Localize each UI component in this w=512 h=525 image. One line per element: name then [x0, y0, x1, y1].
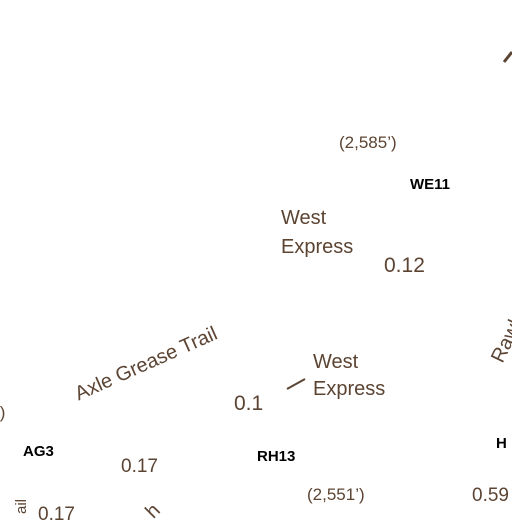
map-marks [286, 51, 512, 390]
trail-code-label: WE11 [410, 176, 451, 193]
trail-name-label: West [281, 207, 327, 229]
distance-label: 0.12 [384, 254, 425, 277]
elevation-label: (2,585’) [339, 133, 397, 152]
distance-label: 0.59 [472, 485, 509, 506]
distance-label: 0.17 [121, 456, 158, 477]
leader-line [286, 378, 306, 390]
trail-fragment [502, 51, 512, 63]
trail-name-label: Express [313, 378, 386, 400]
trail-code-label: RH13 [257, 448, 296, 465]
elevation-label: ’) [0, 403, 6, 422]
elevation-label: (2,551’) [307, 485, 365, 504]
trail-name-label: Express [281, 236, 354, 258]
trail-code-label: AG3 [23, 443, 54, 460]
trail-name-label: West [313, 351, 359, 373]
distance-label: 0.1 [234, 392, 264, 415]
trail-code-label: H [496, 435, 507, 452]
